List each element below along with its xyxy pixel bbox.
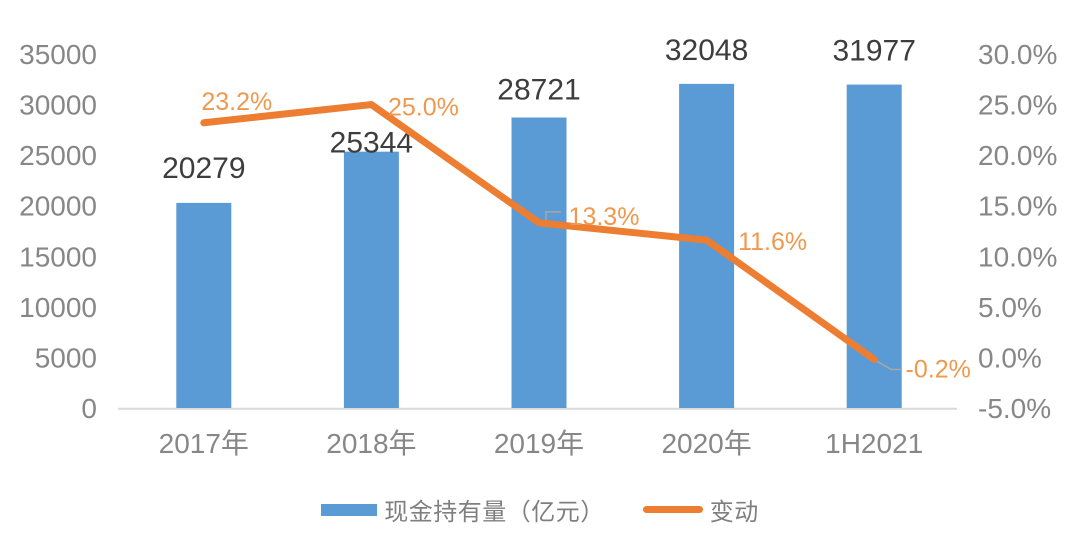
bar-2017年 (176, 202, 232, 408)
bar-1H2021 (846, 84, 902, 408)
x-axis-label: 2018年 (326, 428, 416, 459)
line-series-swatch (642, 506, 703, 513)
x-axis-label: 2020年 (661, 428, 751, 459)
secondary-axis-tick-label: 0.0% (978, 342, 1042, 373)
y-axis-tick-label: 35000 (19, 39, 97, 70)
secondary-axis-tick-label: 15.0% (978, 191, 1057, 222)
bar-value-label: 20279 (162, 152, 245, 185)
legend-item-cash-holdings: 现金持有量（亿元） (321, 492, 605, 527)
line-series-legend-label: 变动 (709, 499, 759, 526)
bar-2019年 (511, 117, 567, 408)
y-axis-tick-label: 5000 (35, 342, 97, 373)
x-axis-label: 1H2021 (825, 428, 923, 459)
line-value-label: 23.2% (201, 88, 272, 116)
secondary-axis-tick-label: 10.0% (978, 241, 1057, 272)
chart-legend: 现金持有量（亿元） 变动 (0, 492, 1080, 527)
secondary-axis-tick-label: 20.0% (978, 140, 1057, 171)
y-axis-tick-label: 10000 (19, 292, 97, 323)
line-value-label: 13.3% (569, 203, 640, 231)
bar-series-legend-label: 现金持有量（亿元） (384, 499, 605, 526)
bar-2018年 (343, 151, 399, 408)
bar-series-swatch (321, 503, 378, 516)
x-axis-label: 2019年 (494, 428, 584, 459)
y-axis-tick-label: 15000 (19, 241, 97, 272)
bar-value-label: 28721 (497, 74, 580, 107)
label-leader-line (545, 211, 561, 222)
line-value-label: -0.2% (906, 355, 971, 383)
bar-2020年 (679, 83, 735, 409)
bar-value-label: 32048 (665, 34, 748, 67)
secondary-axis-tick-label: -5.0% (978, 393, 1051, 424)
y-axis-tick-label: 30000 (19, 90, 97, 121)
legend-item-change: 变动 (642, 492, 759, 527)
bar-value-label: 25344 (330, 127, 413, 160)
secondary-axis-tick-label: 5.0% (978, 292, 1042, 323)
y-axis-tick-label: 0 (81, 393, 97, 424)
bar-value-label: 31977 (832, 35, 915, 68)
line-value-label: 25.0% (388, 94, 459, 122)
secondary-axis-tick-label: 25.0% (978, 90, 1057, 121)
line-value-label: 11.6% (738, 228, 807, 256)
label-leader-line (876, 360, 903, 371)
x-axis-label: 2017年 (159, 428, 249, 459)
y-axis-tick-label: 20000 (19, 191, 97, 222)
secondary-axis-tick-label: 30.0% (978, 39, 1057, 70)
trend-line (200, 101, 878, 363)
y-axis-tick-label: 25000 (19, 140, 97, 171)
